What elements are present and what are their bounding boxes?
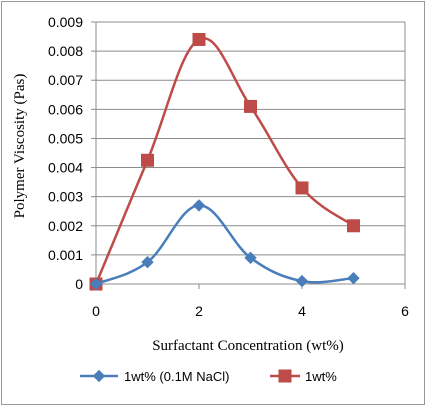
data-point-square [141, 153, 154, 167]
data-point-diamond [295, 274, 309, 288]
legend: 1wt% (0.1M NaCl) 1wt% [80, 369, 337, 384]
series [89, 32, 360, 291]
x-tick-label: 4 [298, 303, 306, 319]
y-tick-label: 0.007 [48, 72, 83, 88]
data-point-diamond [89, 277, 103, 291]
series-nacl [89, 199, 360, 291]
x-tick-label: 6 [401, 303, 409, 319]
y-tick-labels: 0 0.001 0.002 0.003 0.004 0.005 0.006 0.007 0.00… [48, 14, 83, 292]
x-tick-label: 0 [92, 303, 100, 319]
legend-item: 1wt% (0.1M NaCl) [80, 369, 229, 384]
legend-item: 1wt% [270, 369, 337, 384]
x-tick-label: 2 [195, 303, 203, 319]
legend-label: 1wt% [305, 369, 337, 384]
data-point-diamond [141, 255, 154, 269]
y-tick-label: 0.001 [48, 247, 83, 263]
data-point-square [244, 99, 257, 113]
x-tick-labels: 0 2 4 6 [92, 303, 409, 319]
y-tick-label: 0.008 [48, 43, 83, 59]
y-tick-label: 0.004 [48, 160, 83, 176]
legend-marker-diamond [92, 369, 106, 383]
legend-label: 1wt% (0.1M NaCl) [124, 369, 229, 384]
y-axis-title: Polymer Viscosity (Pas) [12, 74, 28, 219]
y-tick-label: 0.005 [48, 130, 83, 146]
y-tick-label: 0.003 [48, 189, 83, 205]
y-tick-label: 0 [75, 276, 83, 292]
data-point-square [295, 181, 309, 195]
y-tick-label: 0.009 [48, 14, 83, 30]
data-point-square [192, 32, 206, 46]
x-axis-title: Surfactant Concentration (wt%) [152, 338, 344, 354]
legend-marker-square [278, 369, 292, 383]
y-tick-label: 0.002 [48, 218, 83, 234]
data-point-square [347, 219, 360, 233]
data-point-diamond [244, 251, 257, 265]
data-point-diamond [192, 199, 206, 212]
data-point-diamond [347, 271, 360, 285]
y-tick-label: 0.006 [48, 101, 83, 117]
